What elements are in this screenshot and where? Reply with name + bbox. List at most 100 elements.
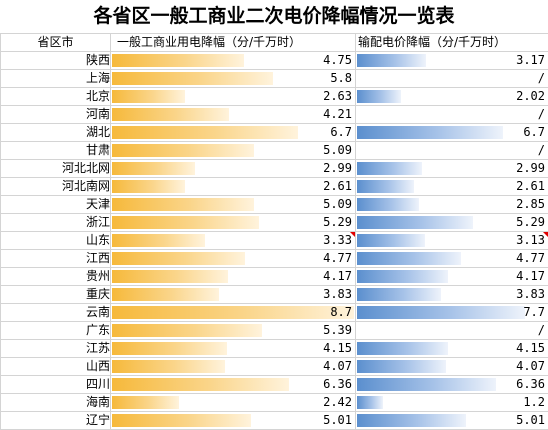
- industrial-cell[interactable]: 5.8: [111, 70, 356, 88]
- industrial-data-bar: [112, 144, 254, 157]
- table-row: 重庆 3.83 3.83: [1, 286, 548, 304]
- transmission-cell[interactable]: 4.77: [356, 250, 548, 268]
- transmission-cell[interactable]: 2.99: [356, 160, 548, 178]
- transmission-cell[interactable]: 3.17: [356, 52, 548, 70]
- transmission-cell[interactable]: 2.85: [356, 196, 548, 214]
- province-cell[interactable]: 贵州: [1, 268, 111, 286]
- transmission-cell[interactable]: /: [356, 106, 548, 124]
- transmission-cell[interactable]: /: [356, 70, 548, 88]
- province-cell[interactable]: 云南: [1, 304, 111, 322]
- province-cell[interactable]: 重庆: [1, 286, 111, 304]
- province-cell[interactable]: 河北南网: [1, 178, 111, 196]
- province-cell[interactable]: 海南: [1, 394, 111, 412]
- transmission-data-bar: [357, 270, 448, 283]
- industrial-cell[interactable]: 5.39: [111, 322, 356, 340]
- industrial-data-bar: [112, 396, 179, 409]
- transmission-value: 4.15: [516, 340, 545, 357]
- industrial-data-bar: [112, 252, 245, 265]
- industrial-data-bar: [112, 90, 185, 103]
- transmission-value: /: [538, 322, 545, 339]
- industrial-cell[interactable]: 5.09: [111, 196, 356, 214]
- province-cell[interactable]: 上海: [1, 70, 111, 88]
- transmission-cell[interactable]: 2.02: [356, 88, 548, 106]
- province-cell[interactable]: 河南: [1, 106, 111, 124]
- industrial-value: 3.83: [323, 286, 352, 303]
- industrial-data-bar: [112, 342, 227, 355]
- transmission-value: /: [538, 142, 545, 159]
- province-cell[interactable]: 江西: [1, 250, 111, 268]
- header-province[interactable]: 省区市: [1, 34, 111, 52]
- transmission-value: 3.83: [516, 286, 545, 303]
- province-cell[interactable]: 河北北网: [1, 160, 111, 178]
- transmission-value: 4.77: [516, 250, 545, 267]
- industrial-value: 6.7: [330, 124, 352, 141]
- industrial-cell[interactable]: 3.33: [111, 232, 356, 250]
- transmission-cell[interactable]: /: [356, 142, 548, 160]
- transmission-data-bar: [357, 360, 446, 373]
- transmission-data-bar: [357, 234, 425, 247]
- transmission-cell[interactable]: 6.36: [356, 376, 548, 394]
- table-row: 上海 5.8/: [1, 70, 548, 88]
- industrial-data-bar: [112, 360, 225, 373]
- transmission-cell[interactable]: 5.29: [356, 214, 548, 232]
- transmission-cell[interactable]: 6.7: [356, 124, 548, 142]
- industrial-value: 4.17: [323, 268, 352, 285]
- header-row: 省区市 一般工商业用电降幅（分/千万时） 输配电价降幅（分/千万时）: [1, 34, 548, 52]
- industrial-data-bar: [112, 198, 254, 211]
- transmission-cell[interactable]: 4.07: [356, 358, 548, 376]
- transmission-data-bar: [357, 288, 441, 301]
- transmission-cell[interactable]: /: [356, 322, 548, 340]
- comment-indicator-icon[interactable]: [543, 232, 548, 237]
- industrial-data-bar: [112, 270, 228, 283]
- industrial-value: 5.8: [330, 70, 352, 87]
- comment-indicator-icon[interactable]: [350, 232, 355, 237]
- industrial-cell[interactable]: 4.21: [111, 106, 356, 124]
- transmission-cell[interactable]: 3.13: [356, 232, 548, 250]
- province-cell[interactable]: 山西: [1, 358, 111, 376]
- header-industrial[interactable]: 一般工商业用电降幅（分/千万时）: [111, 34, 356, 52]
- province-cell[interactable]: 山东: [1, 232, 111, 250]
- province-cell[interactable]: 广东: [1, 322, 111, 340]
- industrial-data-bar: [112, 288, 219, 301]
- industrial-cell[interactable]: 5.09: [111, 142, 356, 160]
- industrial-cell[interactable]: 2.99: [111, 160, 356, 178]
- industrial-cell[interactable]: 2.61: [111, 178, 356, 196]
- transmission-cell[interactable]: 2.61: [356, 178, 548, 196]
- industrial-cell[interactable]: 5.29: [111, 214, 356, 232]
- industrial-cell[interactable]: 2.63: [111, 88, 356, 106]
- industrial-cell[interactable]: 2.42: [111, 394, 356, 412]
- province-cell[interactable]: 天津: [1, 196, 111, 214]
- province-cell[interactable]: 四川: [1, 376, 111, 394]
- transmission-cell[interactable]: 4.17: [356, 268, 548, 286]
- industrial-cell[interactable]: 4.15: [111, 340, 356, 358]
- transmission-cell[interactable]: 7.7: [356, 304, 548, 322]
- province-cell[interactable]: 北京: [1, 88, 111, 106]
- transmission-data-bar: [357, 198, 419, 211]
- header-transmission[interactable]: 输配电价降幅（分/千万时）: [356, 34, 548, 52]
- transmission-cell[interactable]: 4.15: [356, 340, 548, 358]
- industrial-cell[interactable]: 4.07: [111, 358, 356, 376]
- transmission-data-bar: [357, 306, 525, 319]
- transmission-value: 2.85: [516, 196, 545, 213]
- province-cell[interactable]: 江苏: [1, 340, 111, 358]
- transmission-value: 2.02: [516, 88, 545, 105]
- province-cell[interactable]: 陕西: [1, 52, 111, 70]
- transmission-value: 6.7: [523, 124, 545, 141]
- transmission-data-bar: [357, 162, 422, 175]
- industrial-cell[interactable]: 3.83: [111, 286, 356, 304]
- industrial-cell[interactable]: 6.7: [111, 124, 356, 142]
- province-cell[interactable]: 浙江: [1, 214, 111, 232]
- industrial-cell[interactable]: 4.77: [111, 250, 356, 268]
- industrial-cell[interactable]: 4.75: [111, 52, 356, 70]
- industrial-cell[interactable]: 8.7: [111, 304, 356, 322]
- province-cell[interactable]: 甘肃: [1, 142, 111, 160]
- transmission-cell[interactable]: 3.83: [356, 286, 548, 304]
- industrial-data-bar: [112, 324, 262, 337]
- industrial-cell[interactable]: 6.36: [111, 376, 356, 394]
- industrial-cell[interactable]: 4.17: [111, 268, 356, 286]
- table-row: 湖北 6.7 6.7: [1, 124, 548, 142]
- transmission-cell[interactable]: 1.2: [356, 394, 548, 412]
- province-cell[interactable]: 湖北: [1, 124, 111, 142]
